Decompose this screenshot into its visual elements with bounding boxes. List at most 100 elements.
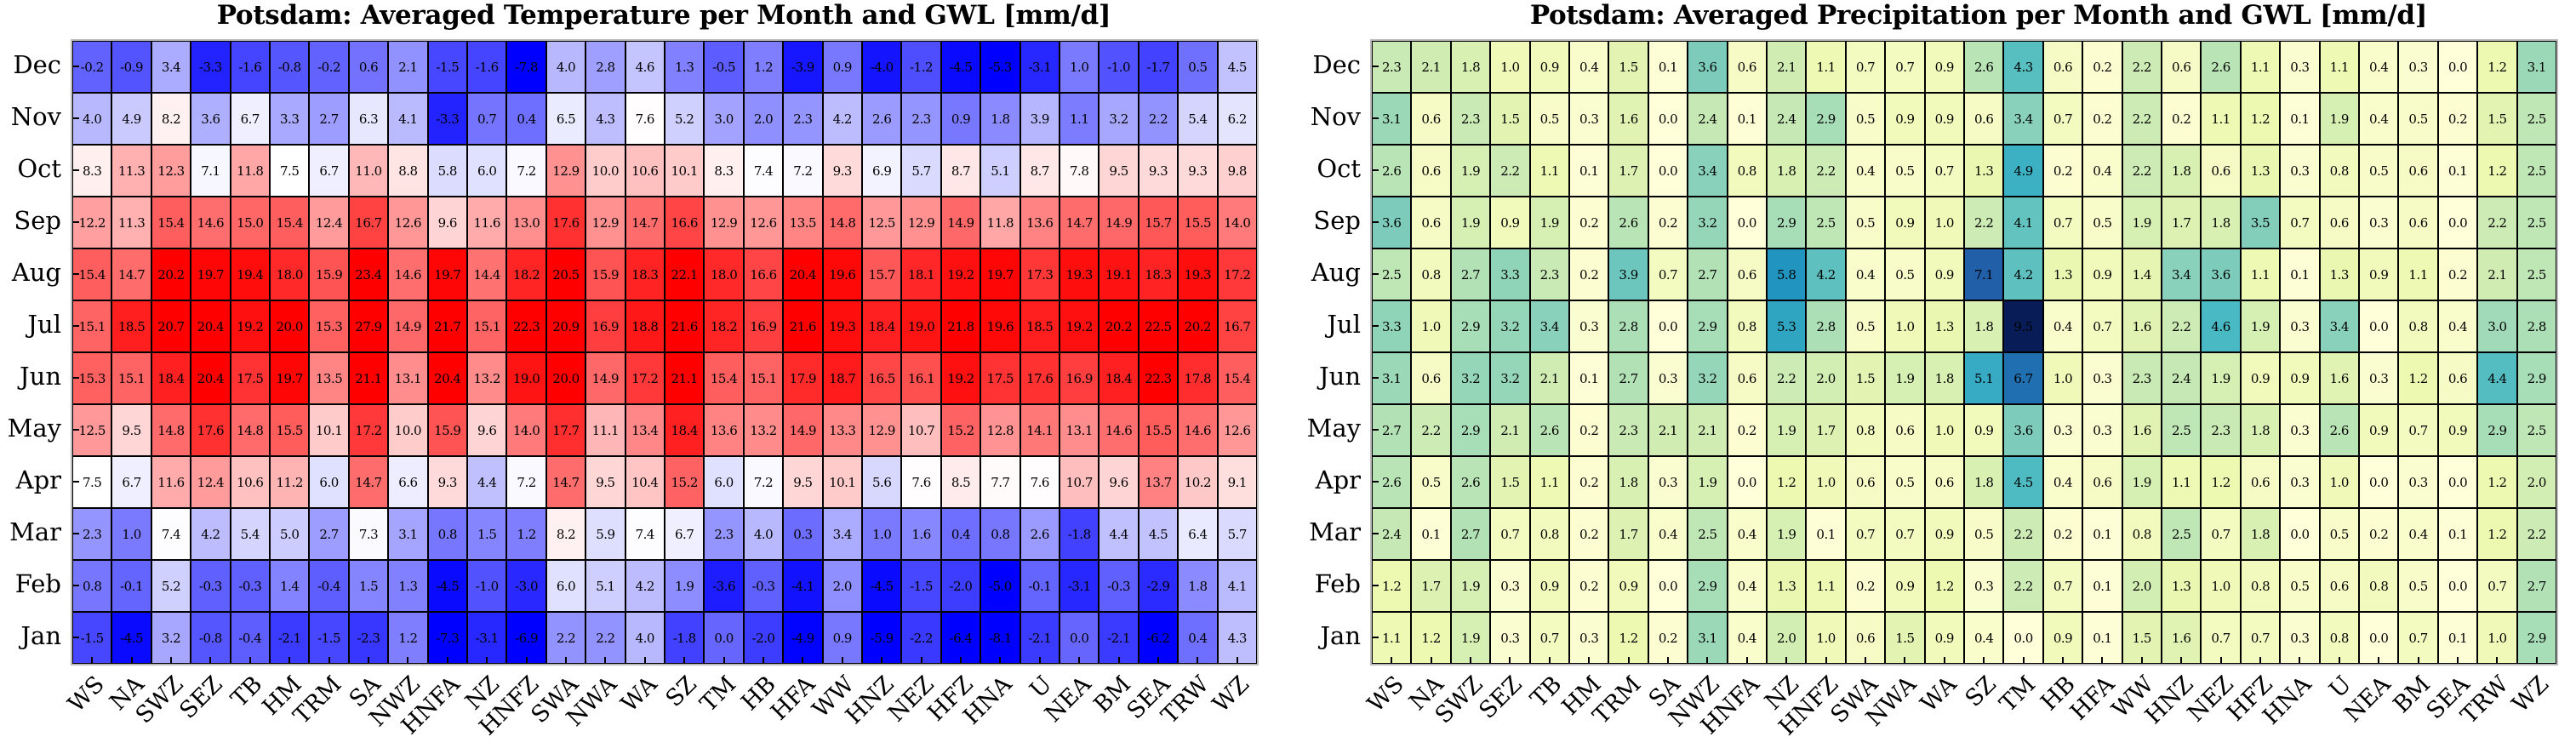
heatmap-cell: 4.9 xyxy=(111,93,151,145)
heatmap-cell: 1.6 xyxy=(2319,352,2359,404)
heatmap-cell: 4.6 xyxy=(625,41,665,93)
heatmap-cell: 0.6 xyxy=(1845,612,1886,664)
heatmap-cell: 15.1 xyxy=(72,300,112,352)
heatmap-cell: 8.5 xyxy=(940,456,981,508)
heatmap-cell: 0.2 xyxy=(1569,560,1609,612)
x-tick-label: WS xyxy=(63,671,110,718)
heatmap-cell: 0.6 xyxy=(1411,197,1451,248)
y-tick-label: May xyxy=(7,413,61,443)
heatmap-cell: 0.6 xyxy=(2398,197,2438,248)
heatmap-cell: 0.4 xyxy=(2359,93,2399,145)
heatmap-cell: -3.6 xyxy=(704,560,744,612)
heatmap-cell: 3.1 xyxy=(2516,41,2556,93)
heatmap-cell: 1.8 xyxy=(1964,456,2004,508)
heatmap-cell: 12.9 xyxy=(862,404,902,456)
heatmap-cell: 1.9 xyxy=(1450,145,1491,197)
heatmap-cell: 1.9 xyxy=(1767,404,1807,456)
heatmap-cell: 1.8 xyxy=(1767,145,1807,197)
heatmap-cell: 1.5 xyxy=(348,560,389,612)
heatmap-cell: 0.9 xyxy=(940,93,981,145)
heatmap-cell: 11.3 xyxy=(111,145,151,197)
x-tick-mark xyxy=(209,657,212,664)
heatmap-cell: 22.3 xyxy=(506,300,546,352)
y-tick-mark xyxy=(1372,428,1379,431)
heatmap-cell: 2.1 xyxy=(1490,404,1530,456)
heatmap-cell: 8.3 xyxy=(72,145,112,197)
heatmap-cell: 0.9 xyxy=(1924,248,1964,300)
heatmap-cell: 2.9 xyxy=(1806,93,1846,145)
heatmap-cell: 2.3 xyxy=(783,93,823,145)
heatmap-cell: -3.1 xyxy=(1020,41,1060,93)
heatmap-cell: 1.2 xyxy=(2201,456,2241,508)
heatmap-cell: 20.2 xyxy=(151,248,191,300)
heatmap-cell: 14.9 xyxy=(388,300,428,352)
heatmap-cell: 6.0 xyxy=(309,456,349,508)
heatmap-cell: 12.4 xyxy=(309,197,349,248)
x-tick-label: WS xyxy=(1362,671,1409,718)
x-tick-mark xyxy=(604,657,607,664)
heatmap-cell: 1.9 xyxy=(1767,508,1807,560)
heatmap-cell: 0.7 xyxy=(1885,508,1925,560)
y-tick-mark xyxy=(1372,324,1379,327)
heatmap-cell: 3.4 xyxy=(2003,93,2043,145)
heatmap-cell: 0.6 xyxy=(1964,93,2004,145)
heatmap-cell: -1.5 xyxy=(427,41,467,93)
heatmap-cell: 12.9 xyxy=(585,197,625,248)
heatmap-cell: 16.7 xyxy=(348,197,389,248)
x-tick-mark xyxy=(2022,657,2025,664)
heatmap-cell: 1.0 xyxy=(2477,612,2517,664)
heatmap-cell: -0.2 xyxy=(309,41,349,93)
y-tick-mark xyxy=(1372,65,1379,67)
heatmap-cell: 2.0 xyxy=(822,560,862,612)
heatmap-cell: 0.9 xyxy=(1885,560,1925,612)
heatmap-cell: 0.9 xyxy=(1608,560,1648,612)
heatmap-cell: 0.8 xyxy=(427,508,467,560)
heatmap-cell: 14.6 xyxy=(388,248,428,300)
heatmap-cell: 9.3 xyxy=(1138,145,1179,197)
heatmap-cell: 1.9 xyxy=(1529,197,1569,248)
y-tick-mark xyxy=(72,532,79,534)
heatmap-cell: 7.4 xyxy=(151,508,191,560)
x-tick-mark xyxy=(2535,657,2538,664)
y-tick-label: Jun xyxy=(1319,361,1361,391)
heatmap-cell: 9.3 xyxy=(822,145,862,197)
heatmap-cell: 14.8 xyxy=(151,404,191,456)
heatmap-cell: -0.1 xyxy=(111,560,151,612)
heatmap-cell: 13.2 xyxy=(743,404,784,456)
heatmap-cell: 0.1 xyxy=(1569,145,1609,197)
heatmap-cell: 1.0 xyxy=(1806,456,1846,508)
heatmap-cell: 4.3 xyxy=(1217,612,1257,664)
heatmap-cell: 20.4 xyxy=(191,300,231,352)
x-tick-label: TM xyxy=(694,671,741,717)
heatmap-cell: 5.8 xyxy=(427,145,467,197)
heatmap-cell: 6.2 xyxy=(1217,93,1257,145)
heatmap-cell: -5.3 xyxy=(980,41,1020,93)
heatmap-cell: 1.9 xyxy=(2319,93,2359,145)
x-tick-mark xyxy=(1745,657,1748,664)
y-tick-mark xyxy=(72,480,79,483)
heatmap-cell: 0.9 xyxy=(1885,93,1925,145)
heatmap-cell: 1.8 xyxy=(2240,508,2281,560)
heatmap-cell: 1.3 xyxy=(388,560,428,612)
heatmap-cell: 2.4 xyxy=(1767,93,1807,145)
heatmap-cell: 15.7 xyxy=(1138,197,1179,248)
heatmap-cell: 1.1 xyxy=(1529,145,1569,197)
heatmap-cell: 16.6 xyxy=(743,248,784,300)
heatmap-cell: 0.7 xyxy=(2398,404,2438,456)
heatmap-cell: 19.7 xyxy=(427,248,467,300)
heatmap-cell: 2.5 xyxy=(2516,145,2556,197)
heatmap-cell: 20.4 xyxy=(191,352,231,404)
heatmap-cell: 2.8 xyxy=(2516,300,2556,352)
heatmap-cell: 1.4 xyxy=(2122,248,2162,300)
temperature-heatmap: Potsdam: Averaged Temperature per Month … xyxy=(0,0,1277,754)
x-tick-mark xyxy=(248,657,251,664)
heatmap-cell: 2.0 xyxy=(1806,352,1846,404)
heatmap-cell: 3.0 xyxy=(2477,300,2517,352)
x-tick-mark xyxy=(1197,657,1199,664)
heatmap-cell: 1.9 xyxy=(1885,352,1925,404)
heatmap-cell: 2.2 xyxy=(1411,404,1451,456)
heatmap-cell: 0.6 xyxy=(1924,456,1964,508)
heatmap-cell: 1.2 xyxy=(388,612,428,664)
heatmap-cell: 6.0 xyxy=(545,560,586,612)
heatmap-cell: 15.2 xyxy=(665,456,705,508)
